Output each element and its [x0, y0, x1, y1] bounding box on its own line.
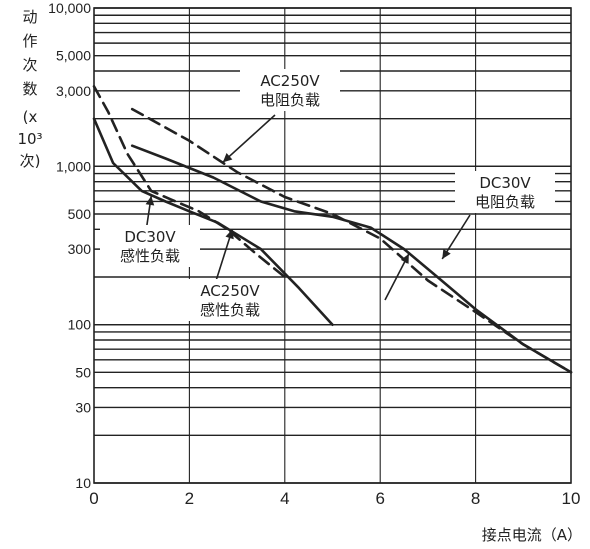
leader-layer: [144, 114, 471, 301]
y-tick-label: 50: [75, 364, 91, 380]
y-tick-label: 30: [75, 399, 91, 415]
annotation-label: AC250V: [200, 282, 260, 300]
y-tick-label: 10: [75, 475, 91, 491]
y-tick-label: 5,000: [56, 48, 91, 64]
y-tick-label: 500: [68, 206, 92, 222]
y-axis-label-char: 次: [22, 56, 37, 74]
x-tick-label: 8: [471, 489, 480, 508]
curve-ac250v-resistive: [130, 144, 573, 374]
leader-line: [214, 229, 234, 285]
x-tick-label: 6: [375, 489, 384, 508]
x-tick-label: 0: [89, 489, 98, 508]
leader-arrowhead: [222, 153, 233, 163]
leader-arrowhead: [442, 249, 451, 259]
y-tick-label: 100: [68, 317, 92, 333]
annotation-label: DC30V: [479, 174, 531, 192]
x-tick-label: 10: [562, 489, 581, 508]
y-tick-label: 3,000: [56, 83, 91, 99]
x-tick-label: 2: [185, 489, 194, 508]
y-axis-unit: (x: [23, 108, 38, 126]
curve-dc30v-inductive: [92, 117, 334, 326]
annotation-label: 感性负载: [120, 247, 180, 265]
y-tick-label: 300: [68, 241, 92, 257]
y-axis-unit: 10³: [17, 130, 42, 148]
leader-arrowhead: [225, 229, 234, 240]
y-tick-label: 10,000: [48, 0, 91, 16]
curve-layer: [92, 85, 573, 374]
axis-layer: [93, 7, 572, 484]
leader-line: [222, 114, 276, 163]
y-tick-label: 1,000: [56, 158, 91, 174]
y-axis-unit: 次): [20, 152, 41, 170]
curve-ac250v-inductive: [92, 85, 287, 279]
annotation-box: [455, 171, 555, 213]
annotation-box: [240, 69, 340, 111]
y-axis-label-char: 动: [22, 8, 37, 26]
annotation-label: 电阻负载: [260, 91, 320, 109]
x-tick-label: 4: [280, 489, 289, 508]
plot-frame: [93, 7, 572, 484]
leader-arrowhead: [145, 195, 155, 206]
annotation-box: [100, 225, 200, 267]
annotation-label: 感性负载: [200, 301, 260, 319]
y-axis-label-char: 数: [22, 80, 37, 98]
x-axis-label: 接点电流（A）: [482, 526, 582, 544]
y-axis-label-char: 作: [22, 32, 37, 50]
leader-arrowhead: [400, 253, 409, 264]
annotation-label: DC30V: [124, 228, 176, 246]
grid-layer: [94, 7, 571, 484]
curve-dc30v-resistive: [130, 107, 573, 374]
annotation-label: AC250V: [260, 72, 320, 90]
annotation-box: [180, 279, 280, 321]
annotation-label: 电阻负载: [475, 193, 535, 211]
